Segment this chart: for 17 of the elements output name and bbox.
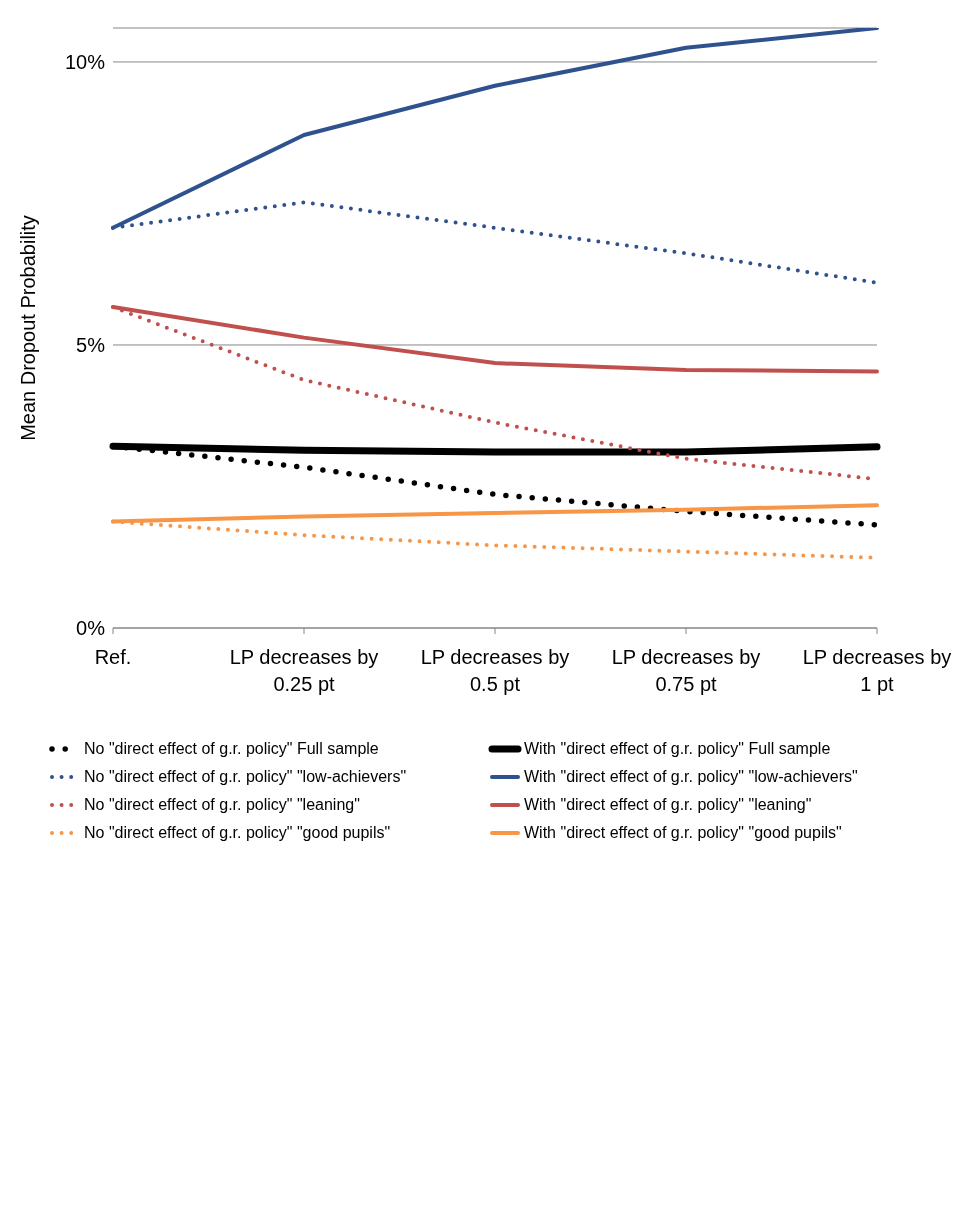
y-tick-label: 5% xyxy=(76,334,106,357)
x-tick-label: LP decreases by 0.5 pt xyxy=(420,646,570,695)
x-tick-label: LP decreases by 0.25 pt xyxy=(229,646,379,695)
legend-label: With "direct effect of g.r. policy" Full sample xyxy=(524,740,831,758)
legend-label: No "direct effect of g.r. policy" "good pupils" xyxy=(84,824,391,842)
legend-label: No "direct effect of g.r. policy" Full sample xyxy=(84,740,379,758)
legend-label: With "direct effect of g.r. policy" "leaning" xyxy=(524,796,812,814)
y-axis-title: Mean Dropout Probability xyxy=(17,215,40,441)
x-tick-label: Ref. xyxy=(94,646,132,668)
y-tick-label: 0% xyxy=(76,617,106,640)
x-tick-label: LP decreases by 1 pt xyxy=(802,646,952,695)
legend-label: With "direct effect of g.r. policy" "low-achievers" xyxy=(524,768,858,786)
legend-label: No "direct effect of g.r. policy" "low-achievers" xyxy=(84,768,407,786)
legend-label: With "direct effect of g.r. policy" "good pupils" xyxy=(524,824,842,842)
x-tick-label: LP decreases by 0.75 pt xyxy=(611,646,761,695)
y-tick-label: 10% xyxy=(64,51,106,74)
legend-label: No "direct effect of g.r. policy" "leaning" xyxy=(84,796,360,814)
